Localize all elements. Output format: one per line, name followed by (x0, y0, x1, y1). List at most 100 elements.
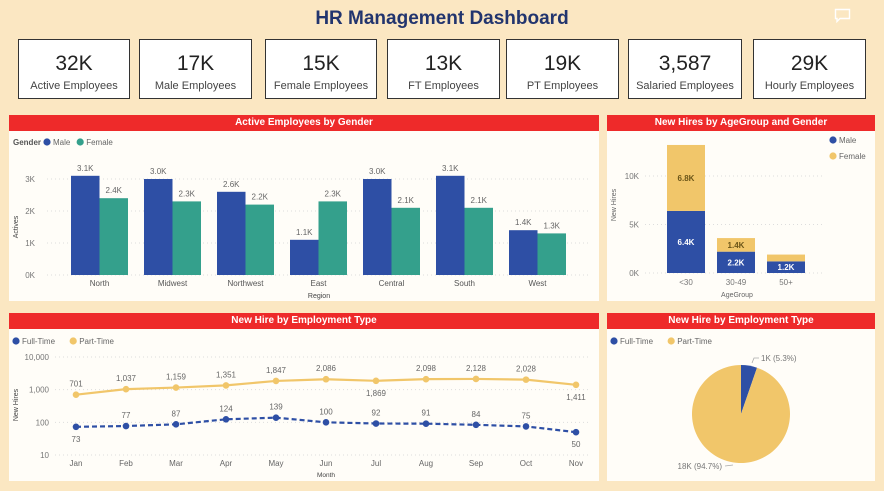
bar-male (290, 239, 319, 275)
data-label: 1,411 (566, 393, 586, 402)
y-axis-title: New Hires (13, 388, 20, 421)
panel-title: New Hire by Employment Type (607, 313, 875, 329)
x-tick-label: North (90, 279, 110, 288)
y-tick-label: 10 (40, 451, 49, 460)
kpi-label: PT Employees (526, 80, 599, 92)
legend-marker-full-time (12, 337, 20, 345)
bar-male (71, 175, 100, 275)
bar-female (245, 204, 274, 275)
legend-label-male: Male (53, 138, 71, 147)
kpi-label: Salaried Employees (636, 80, 734, 92)
bar-female (537, 233, 566, 275)
data-point-full-time (122, 422, 130, 430)
kpi-card-active-employees: 32K Active Employees (18, 39, 130, 99)
data-label: 6.4K (678, 238, 695, 247)
employment-type-pie-panel[interactable]: New Hire by Employment Type Full-Time Par… (607, 313, 875, 481)
employment-type-pie-chart[interactable]: Full-Time Part-Time 1K (5.3%) 18K (94.7%) (607, 313, 875, 481)
legend-label-full-time: Full-Time (22, 337, 56, 346)
pie-slice-full-time (741, 365, 758, 414)
kpi-card-ft-employees: 13K FT Employees (387, 39, 500, 99)
panel-title: Active Employees by Gender (9, 115, 599, 131)
bar-female (172, 201, 201, 275)
data-label: 100 (319, 407, 333, 416)
kpi-value: 32K (55, 52, 93, 75)
data-label: 2.3K (325, 189, 342, 198)
data-label: 2,028 (516, 365, 537, 374)
gender-bar-chart[interactable]: Gender Male Female 0K 1K 2K 3K Actives 3.1K 2.4K N… (9, 115, 599, 301)
data-label: 1,351 (216, 370, 237, 379)
y-tick-label: 10,000 (25, 353, 50, 362)
x-tick-label: Jul (371, 459, 381, 468)
x-tick-label: Jan (70, 459, 83, 468)
kpi-value: 19K (543, 52, 582, 75)
kpi-card-male-employees: 17K Male Employees (139, 39, 252, 99)
x-tick-label: South (454, 279, 475, 288)
y-axis-title: Actives (13, 215, 20, 238)
data-point-part-time (472, 375, 480, 383)
gender-chart-panel[interactable]: Active Employees by Gender Gender Male Fem… (9, 115, 599, 301)
data-label: 3.0K (369, 167, 386, 176)
comment-icon[interactable] (834, 8, 851, 23)
data-label: 1,869 (366, 389, 387, 398)
data-point-part-time (522, 376, 530, 383)
data-label: 1.3K (544, 221, 561, 230)
kpi-value: 17K (176, 52, 215, 75)
data-label: 2.4K (106, 186, 123, 195)
legend-label-female: Female (86, 138, 113, 147)
kpi-label: FT Employees (408, 80, 479, 92)
x-tick-label: Aug (419, 459, 433, 468)
legend-marker-part-time (69, 337, 77, 345)
bar-male (144, 179, 173, 275)
dashboard-title: HR Management Dashboard (315, 8, 569, 29)
x-tick-label: Apr (220, 459, 233, 468)
data-label: 84 (472, 410, 481, 419)
data-point-full-time (322, 419, 330, 426)
data-label: 91 (422, 409, 431, 418)
pie-slice-part-time (692, 365, 790, 463)
legend-label-female: Female (839, 152, 866, 161)
leader-line (724, 464, 734, 467)
data-point-part-time (372, 377, 380, 385)
kpi-card-hourly-employees: 29K Hourly Employees (753, 39, 866, 99)
x-tick-label: May (268, 459, 283, 468)
agegroup-stacked-chart[interactable]: 0K 5K 10K New Hires 6.4K 6.8K <30 2.2K 1.4K 30-49… (607, 115, 875, 301)
agegroup-chart-panel[interactable]: New Hires by AgeGroup and Gender 0K 5K 10K… (607, 115, 875, 301)
data-point-full-time (572, 428, 580, 436)
y-tick-label: 5K (629, 221, 639, 230)
kpi-card-salaried-employees: 3,587 Salaried Employees (628, 39, 742, 99)
x-tick-label: 50+ (779, 278, 793, 287)
kpi-label: Female Employees (273, 80, 369, 92)
bar-segment-male (717, 251, 755, 273)
x-tick-label: Nov (569, 459, 583, 468)
slice-label-full-time: 1K (5.3%) (761, 354, 797, 363)
kpi-card-female-employees: 15K Female Employees (265, 39, 377, 99)
x-tick-label: West (528, 279, 547, 288)
data-label: 2.6K (223, 180, 240, 189)
x-tick-label: Jun (320, 459, 333, 468)
data-point-part-time (72, 391, 80, 399)
bar-segment-male (767, 261, 805, 273)
data-label: 701 (69, 380, 83, 389)
x-tick-label: Mar (169, 459, 183, 468)
slice-label-part-time: 18K (94.7%) (678, 462, 723, 471)
y-tick-label: 10K (625, 172, 640, 181)
x-tick-label: 30-49 (726, 278, 747, 287)
panel-title: New Hires by AgeGroup and Gender (607, 115, 875, 131)
kpi-value: 15K (302, 52, 340, 75)
legend-label-full-time: Full-Time (620, 337, 654, 346)
data-point-part-time (172, 384, 180, 391)
data-label: 73 (72, 435, 81, 444)
x-tick-label: Northwest (227, 279, 264, 288)
data-label: 6.8K (678, 174, 695, 183)
bar-female (99, 198, 128, 275)
data-label: 3.1K (442, 164, 459, 173)
data-label: 92 (372, 409, 381, 418)
x-tick-label: Sep (469, 459, 484, 468)
bar-female (464, 207, 493, 275)
employment-type-line-panel[interactable]: New Hire by Employment Type Full-Time Par… (9, 313, 599, 481)
data-label: 2.1K (398, 196, 415, 205)
data-point-full-time (222, 415, 230, 423)
data-label: 124 (219, 404, 233, 413)
legend-marker-part-time (667, 337, 675, 345)
